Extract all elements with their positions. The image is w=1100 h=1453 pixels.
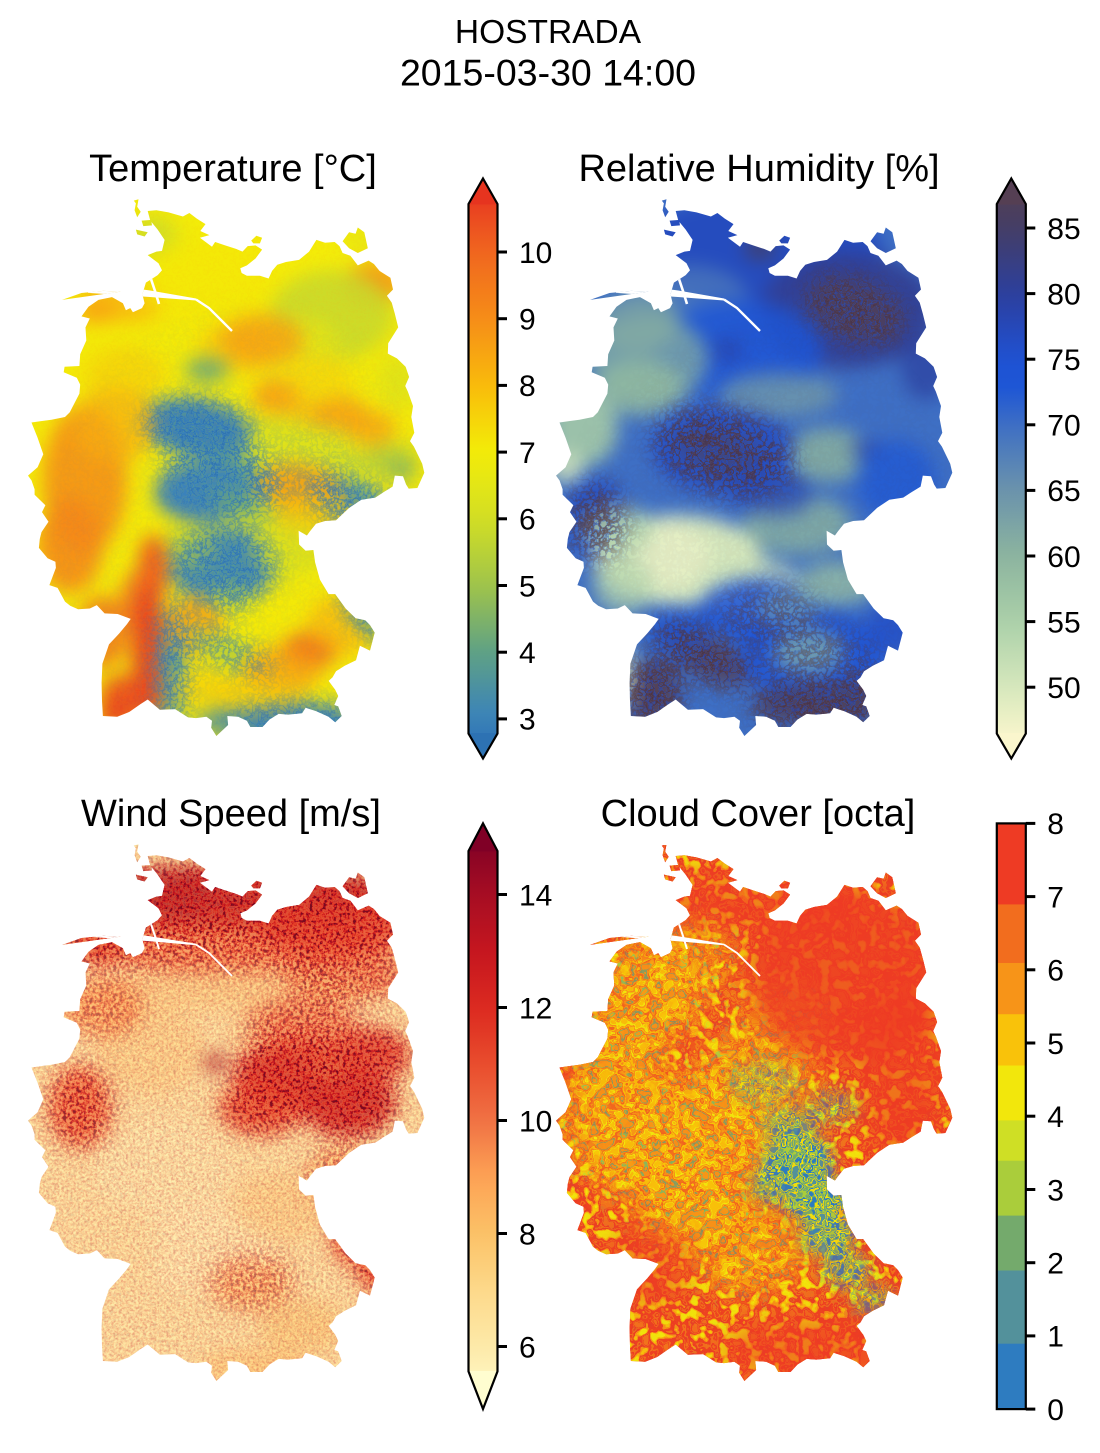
svg-text:7: 7: [519, 437, 536, 470]
svg-text:5: 5: [519, 570, 536, 603]
svg-text:80: 80: [1047, 278, 1080, 311]
svg-text:85: 85: [1047, 213, 1080, 246]
svg-text:0: 0: [1047, 1394, 1064, 1427]
svg-text:Relative Humidity [%]: Relative Humidity [%]: [578, 148, 939, 190]
svg-text:14: 14: [519, 879, 552, 912]
svg-text:4: 4: [519, 637, 536, 670]
svg-text:2015-03-30 14:00: 2015-03-30 14:00: [400, 52, 696, 94]
svg-text:4: 4: [1047, 1101, 1064, 1134]
svg-text:6: 6: [519, 1331, 536, 1364]
svg-text:70: 70: [1047, 410, 1080, 443]
svg-text:10: 10: [519, 237, 552, 270]
svg-text:50: 50: [1047, 672, 1080, 705]
svg-text:Temperature [°C]: Temperature [°C]: [89, 148, 377, 190]
svg-text:7: 7: [1047, 881, 1064, 914]
svg-text:10: 10: [519, 1105, 552, 1138]
svg-text:2: 2: [1047, 1248, 1064, 1281]
svg-text:6: 6: [519, 504, 536, 537]
svg-text:60: 60: [1047, 541, 1080, 574]
svg-text:3: 3: [519, 704, 536, 737]
svg-text:5: 5: [1047, 1028, 1064, 1061]
svg-text:Cloud Cover [octa]: Cloud Cover [octa]: [601, 793, 916, 835]
svg-text:8: 8: [1047, 808, 1064, 841]
svg-text:75: 75: [1047, 344, 1080, 377]
svg-text:Wind Speed [m/s]: Wind Speed [m/s]: [81, 793, 381, 835]
svg-text:8: 8: [519, 370, 536, 403]
svg-text:HOSTRADA: HOSTRADA: [455, 14, 642, 51]
svg-text:6: 6: [1047, 955, 1064, 988]
svg-text:9: 9: [519, 304, 536, 337]
svg-text:65: 65: [1047, 475, 1080, 508]
svg-text:8: 8: [519, 1218, 536, 1251]
svg-text:12: 12: [519, 992, 552, 1025]
svg-text:3: 3: [1047, 1174, 1064, 1207]
svg-text:1: 1: [1047, 1321, 1064, 1354]
svg-text:55: 55: [1047, 606, 1080, 639]
